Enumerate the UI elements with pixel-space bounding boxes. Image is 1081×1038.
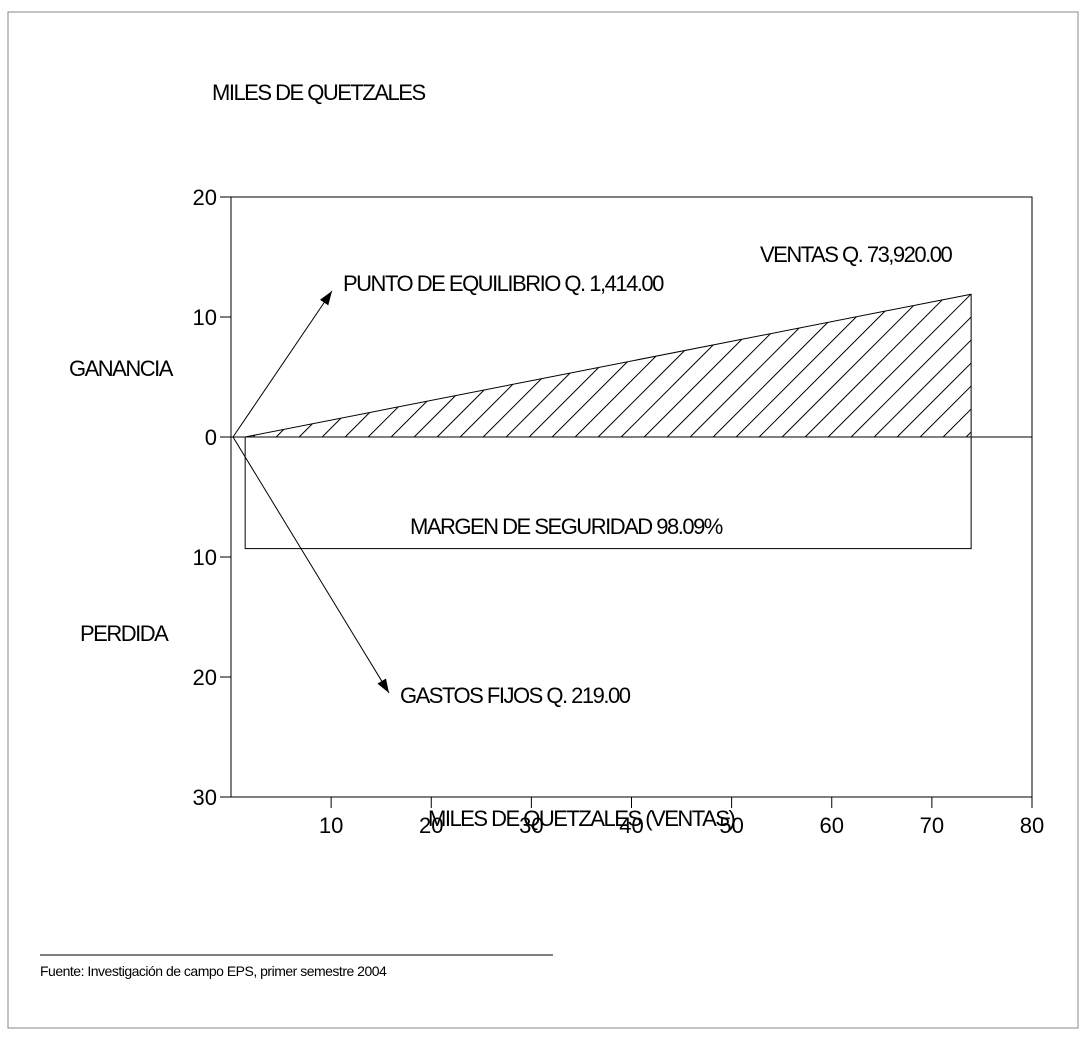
hatch-line xyxy=(551,294,696,437)
loss-label: PERDIDA xyxy=(80,621,169,646)
hatch-line xyxy=(873,294,972,437)
hatch-line xyxy=(1012,294,1081,437)
x-tick-label: 20 xyxy=(419,813,443,838)
x-tick-label: 50 xyxy=(719,813,743,838)
y-unit-label: MILES DE QUETZALES xyxy=(212,80,425,105)
safety-margin-annotation: MARGEN DE SEGURIDAD 98.09% xyxy=(410,514,723,539)
hatch-line xyxy=(989,294,1081,437)
hatch-line xyxy=(1035,294,1081,437)
x-tick-label: 30 xyxy=(519,813,543,838)
hatch-line xyxy=(436,294,581,437)
hatch-line xyxy=(528,294,673,437)
hatch-line xyxy=(735,294,880,437)
x-tick-label: 40 xyxy=(619,813,643,838)
hatch-line xyxy=(275,294,420,437)
hatch-line xyxy=(781,294,926,437)
hatch-line xyxy=(689,294,834,437)
x-axis-label: MILES DE QUETZALES (VENTAS) xyxy=(428,806,734,831)
gain-label: GANANCIA xyxy=(69,356,174,381)
x-tick-label: 60 xyxy=(820,813,844,838)
y-tick-label: 20 xyxy=(193,665,217,690)
y-tick-label: 0 xyxy=(205,425,217,450)
y-tick-label: 30 xyxy=(193,785,217,810)
hatch-line xyxy=(321,294,466,437)
hatch-line xyxy=(482,294,627,437)
hatch-line xyxy=(597,294,742,437)
hatch-line xyxy=(804,294,949,437)
hatch-line xyxy=(643,294,788,437)
hatch-line xyxy=(896,294,972,437)
hatch-line xyxy=(712,294,857,437)
hatch-line xyxy=(827,294,972,437)
hatch-line xyxy=(505,294,650,437)
source-note: Fuente: Investigación de campo EPS, prim… xyxy=(40,963,387,979)
fixed-costs-arrow-head xyxy=(377,678,389,693)
x-tick-label: 10 xyxy=(319,813,343,838)
fixed-costs-arrow xyxy=(232,436,390,694)
hatch-line xyxy=(620,294,765,437)
hatch-line xyxy=(666,294,811,437)
profit-area xyxy=(245,293,972,438)
hatch-line xyxy=(965,294,972,437)
y-tick-label: 20 xyxy=(193,185,217,210)
hatch-line xyxy=(390,294,535,437)
y-tick-label: 10 xyxy=(193,305,217,330)
hatch-line xyxy=(459,294,604,437)
x-tick-label: 80 xyxy=(1020,813,1044,838)
hatch-line xyxy=(344,294,489,437)
hatch-line xyxy=(758,294,903,437)
outer-border xyxy=(7,11,1079,1029)
hatch-line xyxy=(367,294,512,437)
profit-hatching xyxy=(252,294,1081,437)
hatch-line xyxy=(298,294,443,437)
break-even-arrow-head xyxy=(320,291,332,306)
y-tick-label: 10 xyxy=(193,545,217,570)
x-tick-label: 70 xyxy=(920,813,944,838)
hatch-line xyxy=(850,294,972,437)
x-axis: 10 20 30 40 50 60 70 80 xyxy=(319,797,1044,838)
safety-margin-box xyxy=(244,436,972,550)
break-even-annotation: PUNTO DE EQUILIBRIO Q. 1,414.00 xyxy=(343,271,664,296)
hatch-line xyxy=(574,294,719,437)
hatch-line xyxy=(919,294,972,437)
hatch-line xyxy=(413,294,558,437)
fixed-costs-annotation: GASTOS FIJOS Q. 219.00 xyxy=(400,683,631,708)
ventas-annotation: VENTAS Q. 73,920.00 xyxy=(760,242,952,267)
break-even-arrow xyxy=(232,290,333,438)
hatch-line xyxy=(252,294,397,437)
y-axis: 20 10 0 10 20 30 xyxy=(193,185,231,810)
hatch-line xyxy=(942,294,972,437)
